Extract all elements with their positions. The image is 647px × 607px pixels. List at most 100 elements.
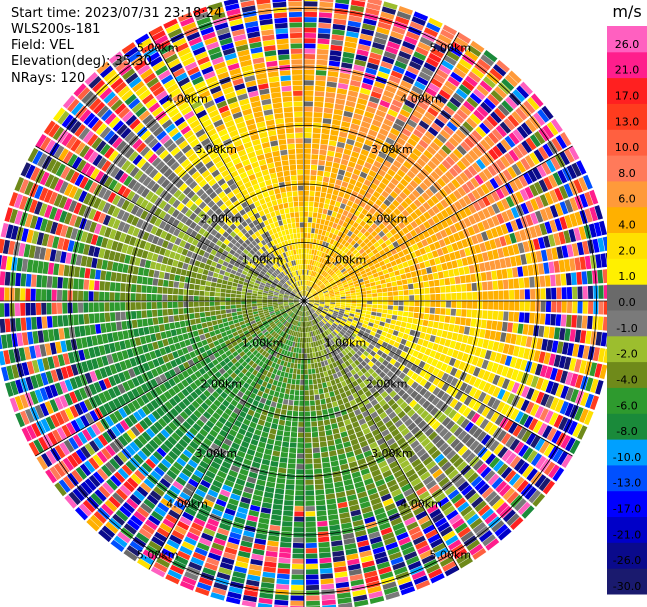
velocity-gate — [329, 50, 342, 57]
velocity-gate — [213, 324, 219, 331]
velocity-gate — [326, 381, 332, 387]
velocity-gate — [317, 280, 322, 286]
velocity-gate — [327, 145, 336, 152]
velocity-gate — [395, 195, 404, 204]
velocity-gate — [369, 244, 376, 251]
velocity-gate — [267, 540, 279, 547]
velocity-gate — [489, 330, 496, 340]
velocity-gate — [300, 385, 304, 391]
velocity-gate — [576, 160, 587, 175]
velocity-gate — [314, 91, 325, 97]
velocity-gate — [304, 127, 312, 133]
velocity-gate — [304, 395, 310, 401]
velocity-gate — [323, 371, 329, 377]
velocity-gate — [454, 276, 461, 284]
velocity-gate — [502, 169, 513, 181]
velocity-gate — [288, 453, 296, 459]
velocity-gate — [417, 41, 431, 52]
velocity-gate — [320, 144, 328, 150]
velocity-gate — [355, 309, 361, 313]
velocity-gate — [385, 46, 399, 55]
velocity-gate — [372, 297, 378, 301]
velocity-gate — [460, 141, 471, 152]
velocity-gate — [555, 274, 562, 286]
velocity-gate — [330, 172, 337, 179]
velocity-gate — [285, 489, 295, 496]
velocity-gate — [422, 274, 429, 282]
velocity-gate — [319, 372, 325, 378]
velocity-gate — [332, 252, 338, 259]
velocity-gate — [443, 55, 457, 66]
velocity-gate — [388, 36, 402, 45]
velocity-gate — [393, 94, 406, 104]
velocity-gate — [425, 188, 434, 198]
velocity-gate — [435, 93, 448, 104]
velocity-gate — [479, 262, 486, 272]
velocity-gate — [405, 232, 413, 240]
velocity-gate — [380, 279, 386, 284]
velocity-gate — [297, 432, 304, 438]
velocity-gate — [329, 238, 335, 245]
velocity-gate — [321, 286, 327, 291]
velocity-gate — [308, 275, 311, 281]
velocity-gate — [316, 378, 322, 384]
velocity-gate — [332, 29, 345, 36]
velocity-gate — [393, 186, 402, 195]
velocity-gate — [296, 458, 304, 464]
velocity-gate — [285, 388, 290, 395]
velocity-gate — [410, 229, 418, 237]
velocity-gate — [290, 432, 298, 438]
velocity-gate — [434, 257, 441, 265]
velocity-gate — [325, 429, 333, 436]
velocity-gate — [328, 204, 335, 211]
velocity-gate — [332, 428, 340, 435]
velocity-gate — [323, 259, 328, 265]
velocity-gate — [524, 312, 530, 323]
velocity-gate — [318, 17, 332, 24]
velocity-gate — [365, 283, 371, 288]
velocity-gate — [304, 206, 309, 212]
velocity-gate — [418, 223, 427, 232]
velocity-gate — [469, 92, 482, 105]
velocity-gate — [415, 185, 425, 195]
velocity-gate — [499, 155, 511, 168]
velocity-gate — [377, 238, 385, 245]
velocity-gate — [330, 460, 339, 467]
velocity-gate — [311, 260, 315, 266]
velocity-gate — [343, 228, 350, 235]
velocity-gate — [308, 296, 314, 299]
velocity-gate — [455, 317, 461, 325]
velocity-gate — [446, 301, 451, 308]
velocity-gate — [312, 291, 317, 295]
velocity-gate — [321, 252, 325, 258]
velocity-gate — [402, 248, 410, 256]
velocity-gate — [480, 101, 493, 114]
velocity-gate — [295, 490, 304, 496]
velocity-gate — [330, 379, 336, 386]
velocity-gate — [338, 387, 345, 394]
velocity-gate — [304, 6, 318, 12]
velocity-gate — [561, 287, 567, 300]
velocity-gate — [501, 321, 508, 332]
velocity-gate — [430, 171, 440, 181]
velocity-gate — [317, 33, 331, 39]
velocity-gate — [366, 290, 372, 294]
velocity-gate — [392, 241, 399, 248]
velocity-gate — [385, 277, 391, 283]
velocity-gate — [472, 146, 483, 158]
velocity-gate — [315, 223, 320, 229]
velocity-gate — [373, 160, 382, 169]
velocity-gate — [377, 292, 383, 297]
velocity-gate — [555, 134, 567, 149]
velocity-gate — [443, 270, 449, 278]
velocity-gate — [317, 289, 322, 293]
velocity-gate — [453, 268, 460, 276]
velocity-gate — [574, 329, 582, 343]
velocity-gate — [349, 226, 356, 233]
velocity-gate — [403, 160, 413, 170]
velocity-gate — [304, 259, 306, 265]
velocity-gate — [455, 284, 462, 292]
velocity-gate — [482, 118, 495, 131]
velocity-gate — [271, 455, 280, 462]
velocity-gate — [378, 66, 391, 75]
